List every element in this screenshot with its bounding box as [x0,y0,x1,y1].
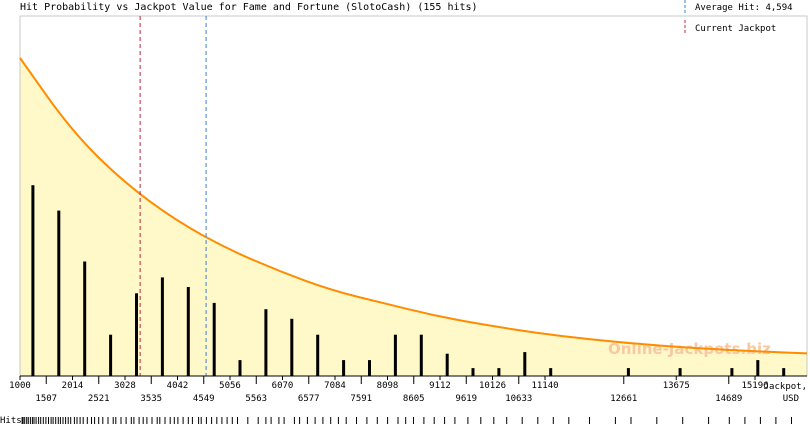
bar [393,334,397,376]
x-axis-label-line1: Jackpot, [764,382,807,392]
x-tick-label: 3028 [114,381,136,391]
bar [471,368,475,376]
x-tick-label: 3535 [140,394,162,404]
bar [109,334,113,376]
legend: Average Hit: 4,594 Current Jackpot [684,0,793,34]
bar [31,185,35,376]
bar [160,277,164,376]
x-tick-label: 2014 [62,381,84,391]
hits-label: Hits [0,416,22,425]
x-tick-label: 10126 [479,381,506,391]
hits-rug [21,417,792,424]
bar [264,309,268,376]
x-tick-label: 11140 [531,381,558,391]
bar [212,302,216,376]
x-tick-label: 13675 [663,381,690,391]
bar [419,334,423,376]
x-tick-label: 8605 [403,394,425,404]
bar [368,360,371,376]
x-axis: 1000 2014 3028 4042 5056 6070 7084 8098 9112 1012… [9,375,807,404]
bar [342,360,346,376]
x-tick-label: 5563 [245,394,267,404]
x-tick-label: 9112 [429,381,451,391]
bar [445,353,449,376]
x-tick-label: 7591 [350,394,372,404]
bar [238,360,242,376]
bar [186,287,190,376]
x-tick-label: 8098 [377,381,399,391]
bar [549,368,553,376]
x-tick-label: 9619 [455,394,477,404]
probability-area [20,58,807,376]
x-tick-label: 10633 [505,394,532,404]
bar [135,293,138,376]
bar [756,360,760,376]
x-tick-label: 6577 [298,394,320,404]
x-tick-label: 6070 [272,381,294,391]
legend-current-label: Current Jackpot [695,24,776,34]
bar [730,368,734,376]
x-tick-label: 4549 [193,394,215,404]
x-tick-label: 1000 [9,381,31,391]
x-tick-label: 5056 [219,381,241,391]
x-axis-label-line2: USD [783,394,799,404]
bar [678,368,682,376]
bar [316,334,320,376]
x-tick-label: 12661 [610,394,637,404]
bar [83,261,87,376]
bar [626,368,630,376]
x-tick-label: 1507 [35,394,57,404]
bar [782,368,786,376]
bar [57,210,61,376]
bar [290,318,294,376]
chart-title: Hit Probability vs Jackpot Value for Fam… [20,2,478,13]
x-tick-label: 15196 [741,381,768,391]
x-tick-label: 4042 [167,381,189,391]
x-tick-label: 2521 [88,394,110,404]
legend-average-label: Average Hit: 4,594 [695,3,793,13]
plot-area: Online-Jackpots.biz [19,15,808,377]
bars [31,185,786,376]
bar [497,368,501,376]
x-tick-label: 14689 [715,394,742,404]
bar [523,352,527,376]
x-tick-label: 7084 [324,381,346,391]
probability-curve [19,57,808,355]
